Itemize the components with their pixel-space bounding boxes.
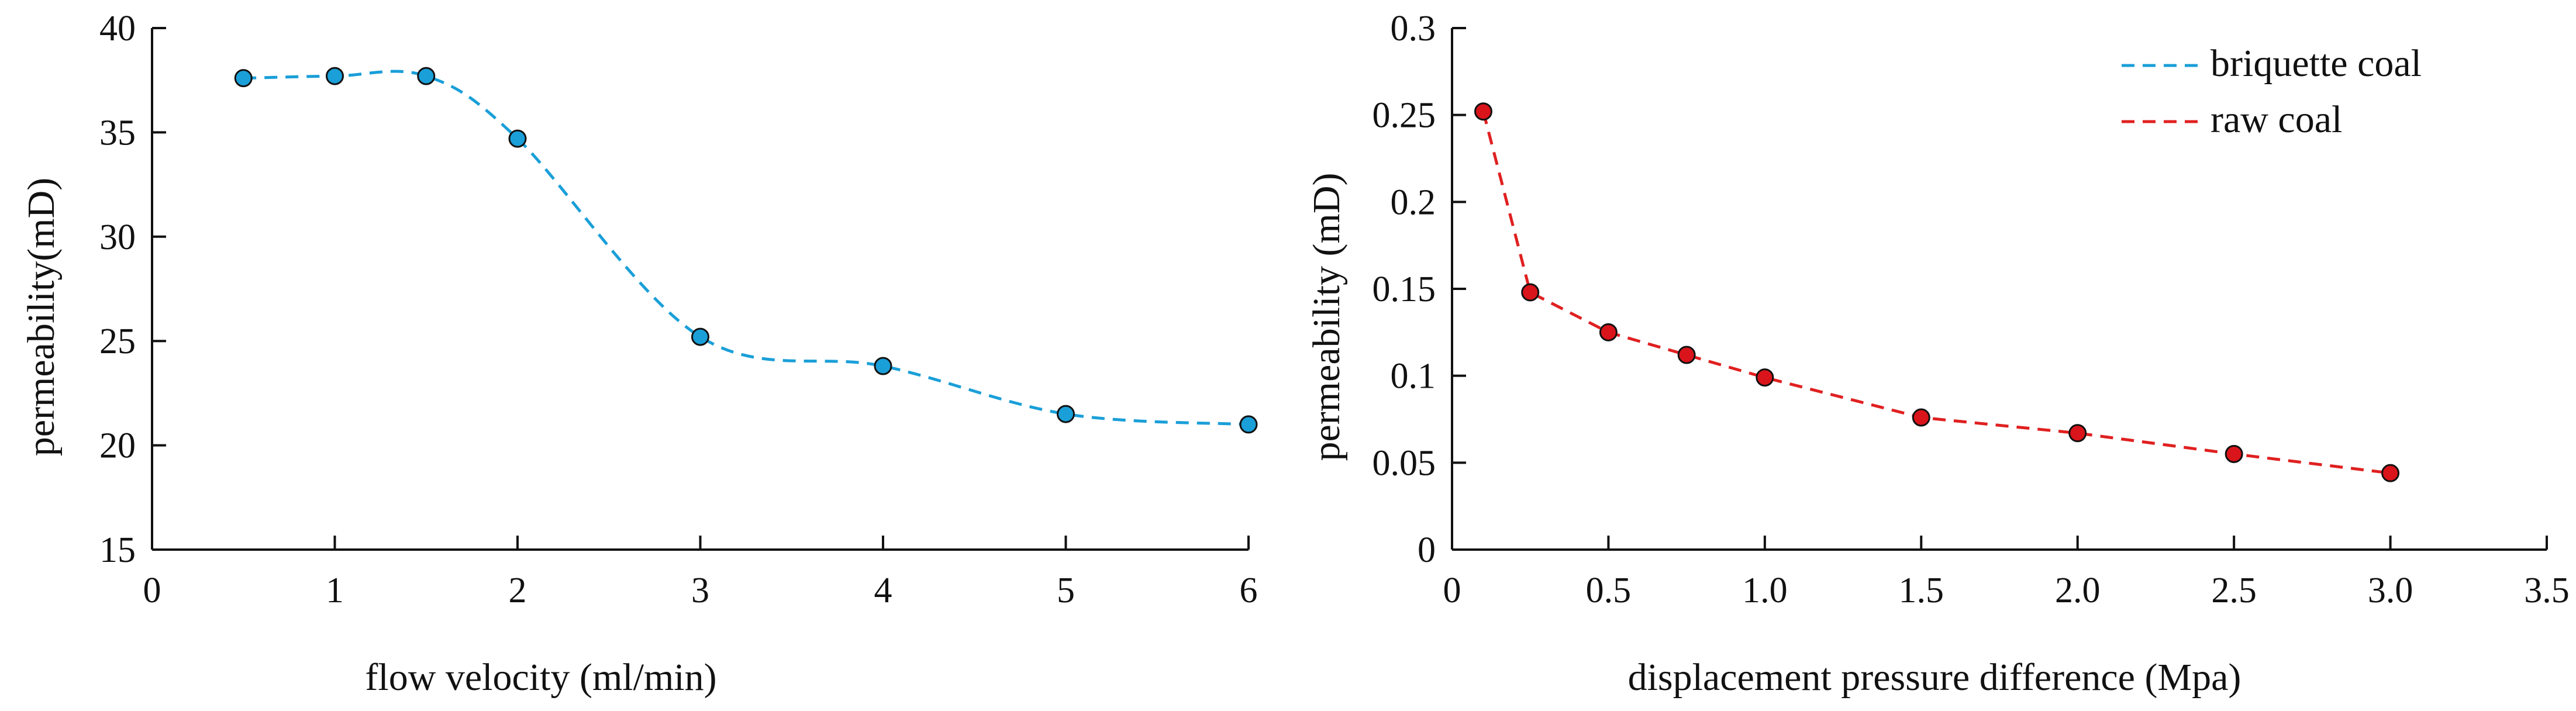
left-data-point <box>691 327 709 346</box>
left-x-tick-label: 4 <box>874 571 892 610</box>
right-data-point <box>1756 368 1774 387</box>
right-y-tick-label: 0.3 <box>1391 9 1436 49</box>
left-x-tick-label: 2 <box>509 571 527 610</box>
left-data-point <box>234 69 253 88</box>
left-y-tick-label: 35 <box>99 113 136 153</box>
left-data-point <box>1057 405 1075 423</box>
right-y-tick-label: 0.1 <box>1391 357 1436 396</box>
right-y-tick-label: 0.05 <box>1373 443 1436 483</box>
left-x-tick-label: 3 <box>691 571 709 610</box>
right-x-tick-label: 0.5 <box>1586 571 1632 610</box>
left-data-point <box>1239 415 1258 434</box>
chart-displacement-pressure: displacement pressure difference (Mpa) p… <box>1305 9 2570 699</box>
left-data-point <box>326 67 344 85</box>
right-x-tick-label: 1.5 <box>1899 571 1944 610</box>
left-data-point <box>508 129 527 148</box>
left-y-tick-label: 15 <box>99 530 136 570</box>
right-series-line <box>1482 111 2391 475</box>
right-data-point <box>1521 283 1540 302</box>
right-x-tick-label: 1.0 <box>1742 571 1788 610</box>
right-x-tick-label: 3.5 <box>2524 571 2570 610</box>
right-data-point <box>1474 102 1492 121</box>
left-y-tick-label: 30 <box>99 218 136 257</box>
right-data-point <box>2225 444 2243 463</box>
left-x-axis-title: flow velocity (ml/min) <box>365 656 716 699</box>
right-x-axis-title: displacement pressure difference (Mpa) <box>1628 656 2242 699</box>
right-y-tick-label: 0.2 <box>1391 182 1436 222</box>
left-y-tick-label: 40 <box>99 9 136 49</box>
left-x-tick-label: 6 <box>1240 571 1258 610</box>
right-x-tick-label: 0 <box>1443 571 1461 610</box>
right-data-point <box>1912 408 1930 427</box>
chart-flow-velocity: flow velocity (ml/min) permeability(mD) … <box>20 9 1258 699</box>
right-data-point <box>1599 323 1618 341</box>
right-y-axis-title: permeability (mD) <box>1305 172 1348 461</box>
left-series-line <box>243 70 1249 426</box>
left-y-axis-title: permeability(mD) <box>20 178 63 457</box>
right-data-point <box>2381 464 2400 482</box>
left-y-tick-label: 25 <box>99 322 136 361</box>
left-x-tick-label: 5 <box>1057 571 1075 610</box>
right-x-tick-label: 3.0 <box>2368 571 2413 610</box>
right-y-tick-label: 0.25 <box>1373 96 1436 136</box>
right-x-tick-label: 2.0 <box>2055 571 2101 610</box>
right-data-point <box>1677 346 1696 364</box>
right-data-point <box>2068 424 2087 443</box>
left-x-tick-label: 1 <box>326 571 344 610</box>
right-y-tick-label: 0.15 <box>1373 270 1436 309</box>
left-x-tick-label: 0 <box>143 571 161 610</box>
left-data-point <box>874 357 892 375</box>
legend-raw-label: raw coal <box>2211 98 2342 141</box>
left-y-tick-label: 20 <box>99 426 136 466</box>
legend: briquette coal raw coal <box>2122 42 2422 141</box>
right-y-tick-label: 0 <box>1418 530 1436 570</box>
legend-briquette-label: briquette coal <box>2211 42 2422 85</box>
left-data-point <box>417 67 436 85</box>
right-x-tick-label: 2.5 <box>2211 571 2257 610</box>
